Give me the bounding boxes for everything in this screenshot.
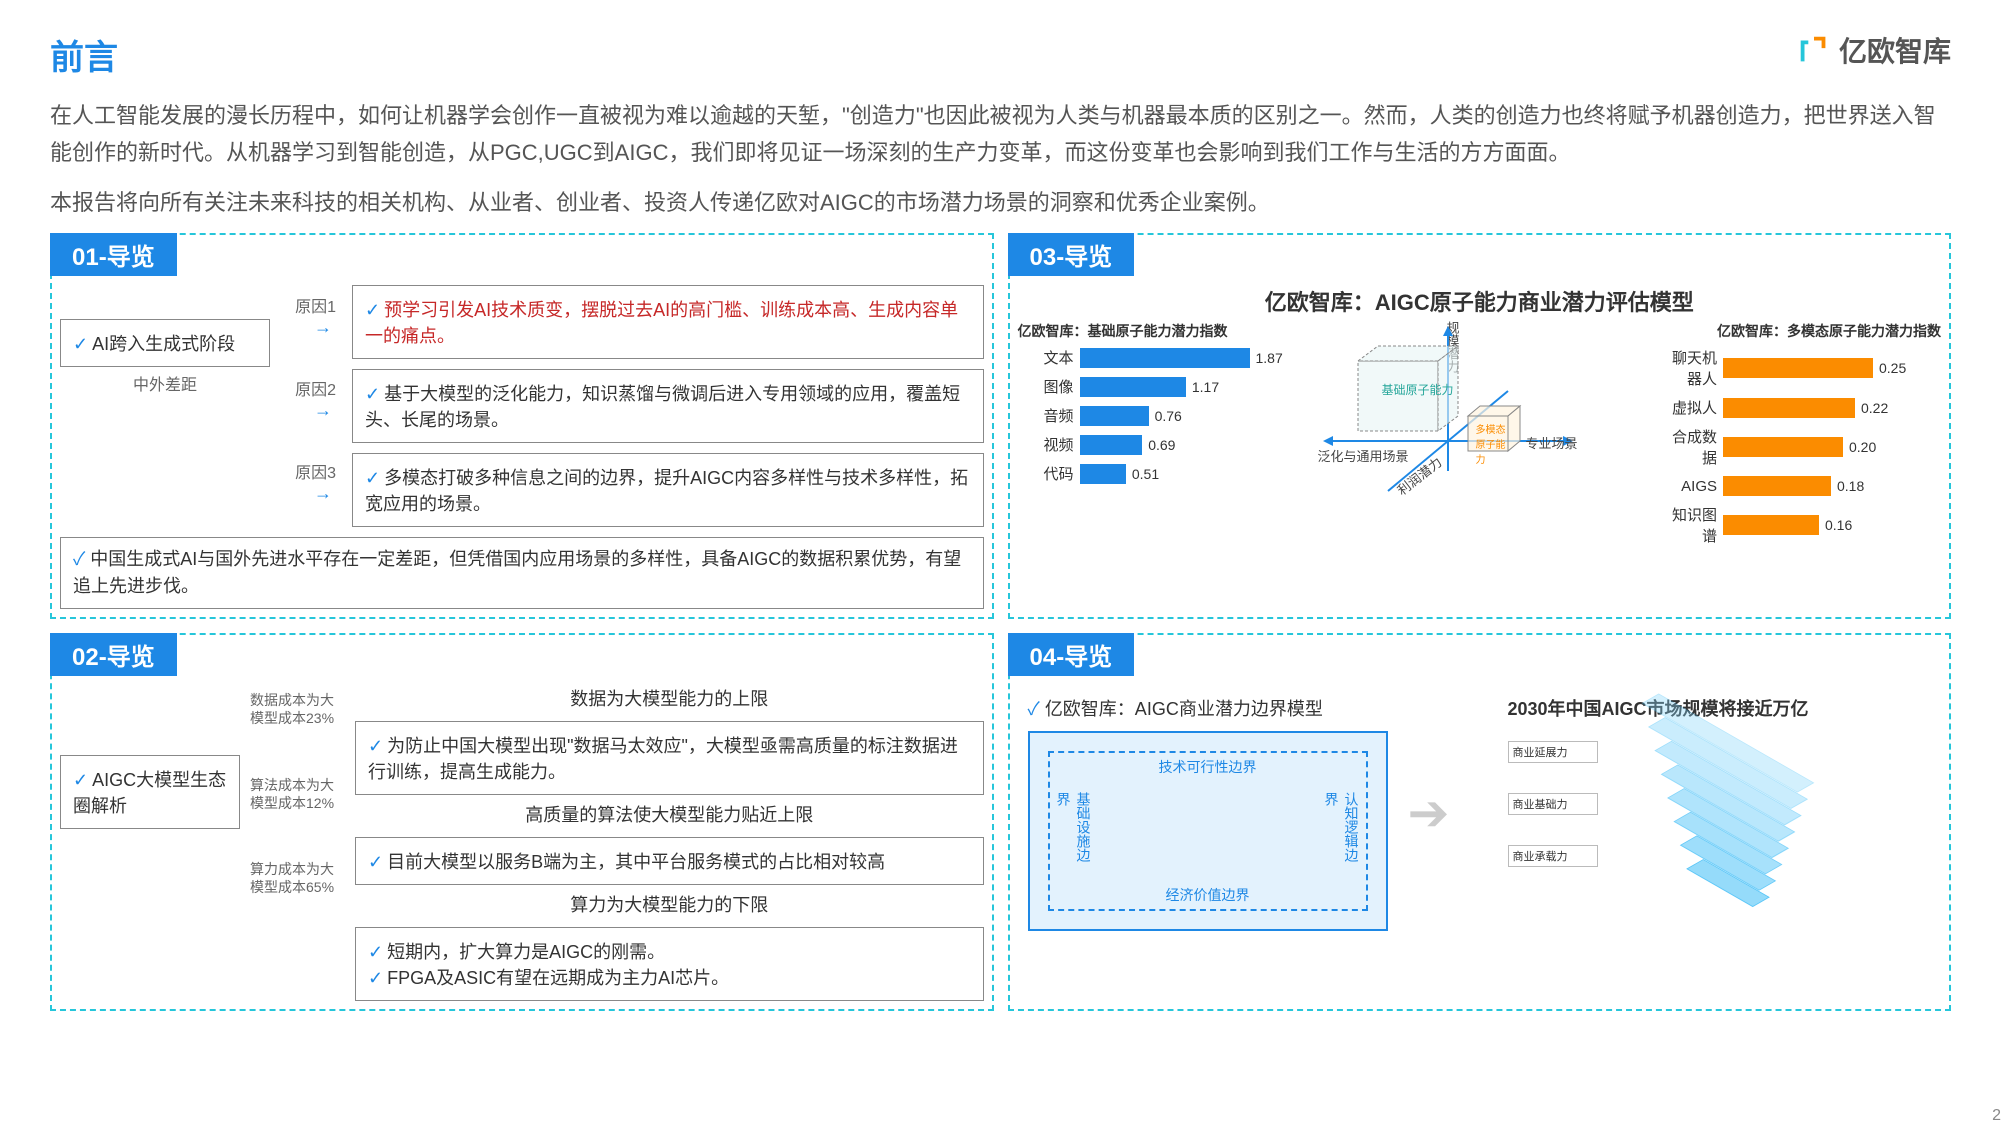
cube-diagram: 规模潜力: [1308, 321, 1652, 554]
tab-02: 02-导览: [50, 633, 177, 676]
p02-c2: ✓目前大模型以服务B端为主，其中平台服务模式的占比相对较高: [355, 837, 984, 885]
arrow-icon: ➔: [1408, 784, 1488, 842]
p01-gap: ✓ 中国生成式AI与国外先进水平存在一定差距，但凭借国内应用场景的多样性，具备A…: [60, 537, 984, 609]
layer-pyramid: [1608, 731, 1848, 901]
p02-root: ✓AIGC大模型生态圈解析: [60, 755, 240, 829]
panel-04: 04-导览 ✓ 亿欧智库：AIGC商业潜力边界模型 技术可行性边界 基础设施边界…: [1008, 633, 1952, 1011]
tab-04: 04-导览: [1008, 633, 1135, 676]
tab-03: 03-导览: [1008, 233, 1135, 276]
panel-02: 02-导览 ✓AIGC大模型生态圈解析 数据成本为大模型成本23% 算法成本为大…: [50, 633, 994, 1011]
p01-r3: ✓多模态打破多种信息之间的边界，提升AIGC内容多样性与技术多样性，拓宽应用的场…: [352, 453, 984, 527]
tab-01: 01-导览: [50, 233, 177, 276]
p01-root: ✓AI跨入生成式阶段: [60, 319, 270, 367]
brand-text: 亿欧智库: [1839, 30, 1951, 70]
p04-right-title: 2030年中国AIGC市场规模将接近万亿: [1508, 695, 1932, 721]
intro-p1: 在人工智能发展的漫长历程中，如何让机器学会创作一直被视为难以逾越的天堑，"创造力…: [50, 97, 1951, 172]
chart-left: 亿欧智库：基础原子能力潜力指数 文本1.87图像1.17音频0.76视频0.69…: [1018, 321, 1298, 554]
p02-c1: ✓为防止中国大模型出现"数据马太效应"，大模型亟需高质量的标注数据进行训练，提高…: [355, 721, 984, 795]
p01-r2: ✓基于大模型的泛化能力，知识蒸馏与微调后进入专用领域的应用，覆盖短头、长尾的场景…: [352, 369, 984, 443]
boundary-box: 技术可行性边界 基础设施边界 认知逻辑边界 经济价值边界: [1028, 731, 1388, 931]
p03-title: 亿欧智库：AIGC原子能力商业潜力评估模型: [1018, 285, 1942, 317]
page-number: 2: [1992, 1107, 2001, 1125]
p02-c3: ✓短期内，扩大算力是AIGC的刚需。 ✓FPGA及ASIC有望在远期成为主力AI…: [355, 927, 984, 1001]
intro-p2: 本报告将向所有关注未来科技的相关机构、从业者、创业者、投资人传递亿欧对AIGC的…: [50, 184, 1951, 221]
page-title: 前言: [50, 30, 118, 79]
p01-gap-label: 中外差距: [60, 371, 270, 395]
brand-logo: 亿欧智库: [1795, 30, 1951, 70]
panel-03: 03-导览 亿欧智库：AIGC原子能力商业潜力评估模型 亿欧智库：基础原子能力潜…: [1008, 233, 1952, 619]
panel-01: 01-导览 ✓AI跨入生成式阶段 中外差距 原因1→ 原因2→ 原因3→ ✓预学…: [50, 233, 994, 619]
p01-r1: ✓预学习引发AI技术质变，摆脱过去AI的高门槛、训练成本高、生成内容单一的痛点。: [352, 285, 984, 359]
chart-right: 亿欧智库：多模态原子能力潜力指数 聊天机器人0.25虚拟人0.22合成数据0.2…: [1661, 321, 1941, 554]
